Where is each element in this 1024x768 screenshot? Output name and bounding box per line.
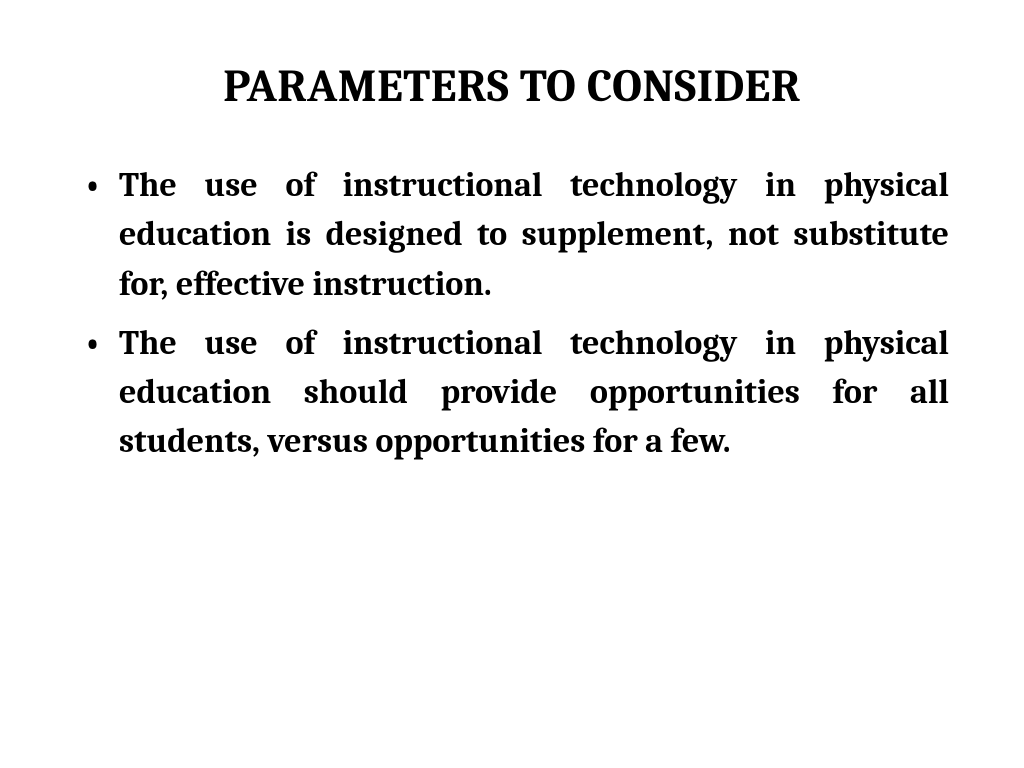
slide-title: PARAMETERS TO CONSIDER — [75, 60, 949, 113]
bullet-list: The use of instructional technology in p… — [75, 161, 949, 467]
bullet-item: The use of instructional technology in p… — [75, 161, 949, 309]
bullet-item: The use of instructional technology in p… — [75, 319, 949, 467]
